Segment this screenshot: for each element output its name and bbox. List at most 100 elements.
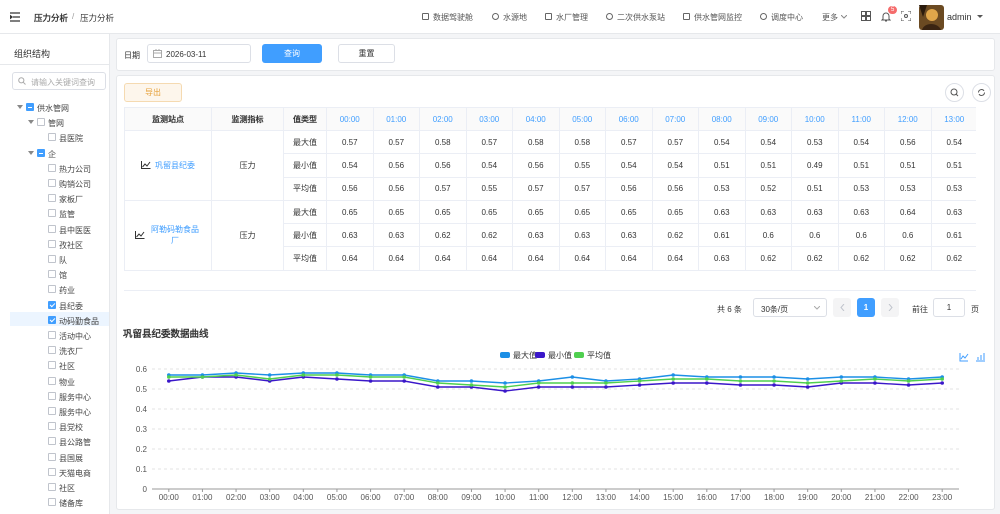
page-size-select[interactable]: 30条/页	[753, 298, 827, 317]
user-name[interactable]: admin	[947, 12, 972, 22]
data-row: 最小值 0.54 0.56 0.56 0.54 0.56 0.55 0.54 0.54 0.51 0…	[125, 153, 976, 178]
table-bottom	[124, 290, 976, 291]
checkbox[interactable]	[48, 346, 56, 355]
tree-label: 活动中心	[59, 332, 91, 341]
checkbox[interactable]	[48, 437, 56, 446]
point	[570, 381, 575, 385]
goto-input[interactable]: 1	[933, 298, 965, 317]
checkbox[interactable]	[48, 315, 56, 324]
current-page[interactable]: 1	[857, 298, 875, 317]
checkbox[interactable]	[48, 239, 56, 248]
checkbox[interactable]	[48, 194, 56, 203]
x-tick-label: 07:00	[394, 493, 415, 502]
point	[604, 385, 608, 389]
value-cell: 0.62	[419, 223, 467, 248]
value-cell: 0.63	[837, 199, 885, 225]
checkbox[interactable]	[48, 376, 56, 385]
value-cell: 0.64	[651, 246, 699, 271]
checkbox[interactable]	[48, 255, 56, 263]
checkbox[interactable]	[48, 133, 56, 142]
station-link[interactable]: 巩留县纪委	[125, 160, 211, 171]
fullscreen-icon[interactable]	[901, 11, 911, 21]
tree-label: 储备库	[59, 499, 83, 509]
checkbox[interactable]	[48, 179, 56, 187]
search-box[interactable]: 请输入关键词查询	[12, 72, 106, 90]
value-cell: 0.62	[884, 246, 932, 271]
next-page[interactable]	[881, 298, 899, 317]
layout-icon[interactable]	[861, 11, 871, 21]
point	[772, 379, 776, 383]
tree-label: 馆	[59, 271, 67, 281]
menu-icon	[492, 13, 499, 20]
value-cell: 0.63	[698, 199, 746, 225]
filter-card: 日期 2026-03-11 查询 重置	[116, 38, 995, 71]
point	[772, 383, 776, 387]
value-cell: 0.56	[651, 176, 699, 201]
x-tick-label: 20:00	[831, 493, 852, 502]
checkbox[interactable]	[37, 148, 45, 157]
value-cell: 0.6	[837, 223, 885, 248]
tree-node[interactable]	[10, 311, 109, 326]
breadcrumb-item[interactable]: 压力分析	[34, 13, 69, 23]
checkbox[interactable]	[48, 452, 56, 461]
checkbox[interactable]	[48, 331, 56, 339]
prev-page[interactable]	[833, 298, 851, 317]
tree-label: 县纪委	[59, 301, 83, 311]
point	[805, 385, 810, 389]
checkbox[interactable]	[48, 285, 56, 294]
checkbox[interactable]	[48, 498, 56, 507]
point	[200, 375, 205, 379]
reset-button[interactable]: 重置	[338, 44, 395, 63]
refresh-button[interactable]	[972, 83, 991, 102]
value-cell: 0.64	[558, 246, 606, 271]
tree-label: 县国展	[59, 453, 83, 463]
tree-label: 社区	[59, 362, 75, 372]
checkbox[interactable]	[48, 300, 56, 309]
checkbox[interactable]	[48, 422, 56, 431]
legend-item[interactable]: 最大值	[500, 350, 537, 360]
x-tick-label: 13:00	[596, 493, 617, 502]
export-button[interactable]: 导出	[124, 83, 182, 102]
x-tick-label: 04:00	[293, 493, 314, 502]
point	[738, 379, 743, 383]
checkbox[interactable]	[48, 209, 56, 218]
hour-header: 10:00	[791, 107, 839, 131]
value-cell: 0.62	[791, 246, 839, 271]
station-link[interactable]: 阿勒码勒食品厂	[125, 224, 211, 246]
search-toggle[interactable]	[945, 83, 964, 102]
checkbox[interactable]	[48, 163, 56, 172]
point	[906, 383, 911, 387]
checkbox[interactable]	[37, 118, 45, 127]
checkbox[interactable]	[26, 103, 34, 111]
legend-item[interactable]: 平均值	[574, 350, 611, 360]
checkbox[interactable]	[48, 361, 56, 370]
menu-item[interactable]: 供水管网监控	[694, 13, 742, 22]
checkbox[interactable]	[48, 407, 56, 415]
menu-icon	[683, 13, 690, 20]
chart-tools[interactable]	[959, 353, 985, 362]
hour-header: 03:00	[465, 107, 513, 131]
menu-item[interactable]: 水厂管理	[556, 13, 588, 22]
menu-item[interactable]: 调度中心	[771, 13, 803, 22]
date-picker[interactable]: 2026-03-11	[147, 44, 251, 63]
sidebar-title: 组织结构	[14, 49, 51, 59]
menu-item[interactable]: 二次供水泵站	[617, 13, 665, 22]
menu-toggle[interactable]	[10, 12, 22, 22]
tree-label: 服务中心	[59, 408, 91, 417]
point	[637, 383, 642, 387]
checkbox[interactable]	[48, 391, 56, 400]
query-button[interactable]: 查询	[262, 44, 322, 63]
avatar[interactable]	[919, 5, 944, 30]
checkbox[interactable]	[48, 467, 56, 476]
value-cell: 0.62	[465, 223, 513, 248]
x-tick-label: 15:00	[663, 493, 684, 502]
x-tick-label: 21:00	[865, 493, 886, 502]
menu-item[interactable]: 数据驾驶舱	[433, 13, 473, 22]
nav-more[interactable]: 更多	[822, 13, 838, 22]
legend-item[interactable]: 最小值	[535, 350, 572, 360]
checkbox[interactable]	[48, 483, 56, 491]
bell-icon[interactable]	[881, 11, 891, 22]
checkbox[interactable]	[48, 270, 56, 279]
checkbox[interactable]	[48, 224, 56, 233]
menu-item[interactable]: 水源地	[503, 13, 527, 22]
